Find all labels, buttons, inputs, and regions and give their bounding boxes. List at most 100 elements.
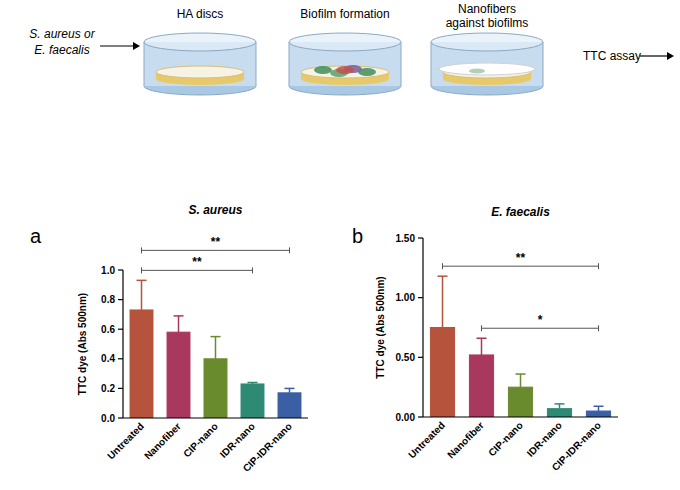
arrow-head	[667, 52, 674, 60]
dish-edge	[401, 42, 402, 86]
significance-bracket-end	[598, 263, 599, 269]
dish-edge	[431, 42, 432, 86]
y-tick	[118, 269, 123, 270]
bar	[204, 359, 227, 418]
y-tick-label: 0.50	[396, 352, 416, 363]
output-label: TTC assay	[583, 49, 641, 63]
y-axis-label: TTC dye (Abs 500nm)	[77, 293, 88, 395]
step-label: HA discs	[177, 7, 224, 21]
bar	[241, 384, 264, 418]
y-tick	[118, 417, 123, 418]
y-tick-label: 0.00	[396, 412, 416, 423]
significance-bracket-end	[442, 263, 443, 269]
bar	[130, 310, 153, 418]
y-tick-label: 1.50	[396, 233, 416, 244]
y-axis	[122, 270, 123, 418]
y-tick	[418, 416, 423, 417]
significance-bracket-end	[252, 267, 253, 273]
bar	[430, 328, 454, 418]
x-tick-label: IDR-nano	[218, 421, 257, 460]
error-cap	[174, 315, 184, 317]
significance-bracket	[443, 266, 599, 267]
significance-label: **	[516, 251, 526, 265]
step-label: Nanofibers	[458, 2, 516, 16]
input-label: E. faecalis	[34, 43, 89, 57]
x-tick-label: CIP-IDR-nano	[241, 421, 294, 474]
x-tick-label: IDR-nano	[525, 420, 564, 459]
chart-panel: a S. aureus TTC dye (Abs 500nm) 0.0 0.2 0.4 0.…	[30, 203, 308, 474]
significance-bracket	[142, 250, 290, 251]
y-axis-label: TTC dye (Abs 500nm)	[375, 276, 386, 378]
input-label: S. aureus or	[29, 27, 95, 41]
significance-label: **	[211, 235, 221, 249]
significance-bracket-end	[141, 267, 142, 273]
dish-edge	[543, 42, 544, 86]
panel-label: a	[30, 225, 42, 247]
y-tick-label: 0.6	[101, 324, 115, 335]
significance-bracket	[142, 270, 253, 271]
step-label: against biofilms	[446, 16, 529, 30]
x-tick-label: CIP-IDR-nano	[550, 420, 603, 473]
y-tick-label: 0.2	[101, 383, 115, 394]
step-label: Biofilm formation	[300, 7, 389, 21]
panel-label: b	[352, 225, 363, 247]
figure: S. aureus or E. faecalis HA discs Biofilm f…	[0, 0, 680, 490]
nanofiber-mat	[439, 63, 535, 75]
y-axis	[422, 238, 423, 417]
error-cap	[137, 280, 147, 282]
x-axis	[123, 417, 308, 418]
biofilm	[469, 69, 485, 74]
x-tick-label: CIP-nano	[181, 421, 220, 460]
y-tick-label: 1.00	[396, 292, 416, 303]
bars	[130, 280, 301, 418]
biofilm	[358, 68, 376, 76]
bar	[547, 409, 571, 417]
bars	[430, 276, 610, 417]
dish	[144, 33, 256, 95]
error-cap	[516, 373, 526, 375]
schematic: S. aureus or E. faecalis HA discs Biofilm f…	[29, 2, 674, 95]
dish	[431, 33, 543, 95]
y-tick	[418, 357, 423, 358]
y-tick	[118, 388, 123, 389]
arrow-line	[640, 55, 668, 56]
x-tick-label: Untreated	[105, 421, 146, 462]
error-cap	[555, 403, 565, 405]
y-tick	[418, 237, 423, 238]
error-bar	[442, 276, 444, 327]
y-tick	[118, 329, 123, 330]
x-tick-label: Untreated	[406, 420, 447, 461]
x-tick-label: Nanofiber	[445, 420, 486, 461]
error-bar	[481, 338, 483, 355]
significance-bracket-end	[141, 247, 142, 253]
y-tick-label: 0.8	[101, 294, 115, 305]
chart-panel: b E. faecalis TTC dye (Abs 500nm) 0.00 0.50 1…	[352, 205, 618, 473]
error-cap	[594, 406, 604, 408]
dish	[289, 33, 401, 95]
dish-top	[144, 33, 256, 51]
y-tick-label: 0.0	[101, 413, 115, 424]
y-tick-label: 1.0	[101, 265, 115, 276]
y-tick	[418, 297, 423, 298]
significance-label: *	[538, 313, 543, 327]
error-bar	[178, 316, 180, 332]
y-tick	[118, 299, 123, 300]
error-cap	[248, 382, 258, 384]
error-cap	[211, 336, 221, 338]
error-cap	[438, 275, 448, 277]
chart-title: S. aureus	[188, 203, 242, 217]
chart-title: E. faecalis	[491, 205, 550, 219]
arrow-head	[133, 42, 140, 50]
bar	[586, 411, 610, 417]
y-tick-label: 0.4	[101, 353, 115, 364]
arrow-line	[100, 45, 134, 46]
biofilm	[314, 66, 332, 74]
error-bar	[215, 337, 217, 359]
dish-edge	[289, 42, 290, 86]
y-tick	[118, 358, 123, 359]
bar	[278, 393, 301, 418]
dish-top	[431, 33, 543, 51]
error-cap	[477, 337, 487, 339]
significance-bracket-end	[289, 247, 290, 253]
x-tick-label: CIP-nano	[486, 420, 525, 459]
